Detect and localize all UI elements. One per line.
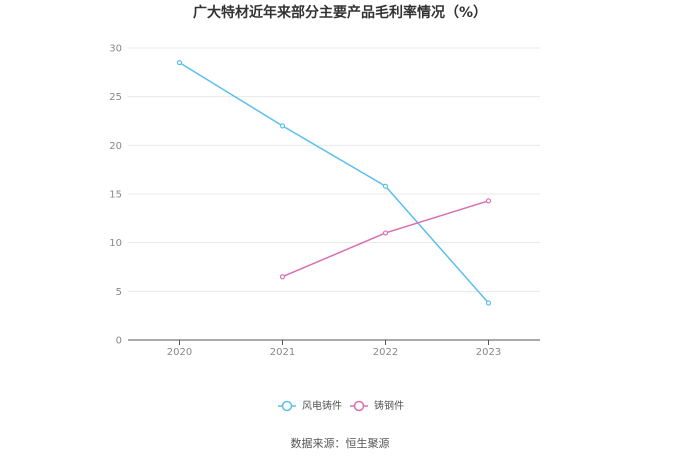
x-tick-label: 2023 — [476, 347, 501, 358]
y-tick-label: 5 — [116, 287, 122, 298]
legend-item-series-1[interactable]: 铸钢件 — [350, 399, 404, 412]
y-tick-label: 0 — [116, 336, 122, 347]
legend: 风电铸件 铸钢件 — [278, 399, 404, 412]
y-axis-tick-labels: 0 5 10 15 20 25 30 — [109, 44, 122, 347]
series-1 — [279, 198, 492, 280]
series-line-0 — [179, 61, 490, 304]
chart-title: 广大特材近年来部分主要产品毛利率情况（%） — [193, 4, 487, 21]
legend-label-series-1: 铸钢件 — [374, 399, 404, 412]
series-line-1 — [282, 200, 489, 278]
x-tick-label: 2020 — [167, 347, 192, 358]
data-point[interactable] — [279, 123, 286, 129]
data-source: 数据来源：恒生聚源 — [291, 436, 390, 450]
gridlines — [128, 47, 540, 292]
x-axis-tick-labels: 2020 2021 2022 2023 — [167, 340, 501, 358]
x-tick-label: 2022 — [373, 347, 398, 358]
legend-label-series-0: 风电铸件 — [302, 399, 342, 412]
series-0 — [176, 59, 492, 306]
legend-marker-series-1 — [353, 400, 365, 412]
data-point[interactable] — [485, 198, 492, 204]
y-tick-label: 10 — [109, 238, 122, 249]
data-point[interactable] — [382, 183, 389, 189]
data-point[interactable] — [279, 274, 286, 280]
y-tick-label: 15 — [109, 190, 122, 201]
series-layer — [176, 59, 492, 306]
x-tick-label: 2021 — [270, 347, 295, 358]
data-point[interactable] — [382, 230, 389, 236]
y-tick-label: 20 — [109, 141, 122, 152]
y-tick-label: 30 — [109, 44, 122, 55]
legend-marker-series-0 — [281, 400, 293, 412]
y-tick-label: 25 — [109, 92, 122, 103]
data-point[interactable] — [176, 59, 183, 66]
data-point[interactable] — [485, 300, 492, 306]
legend-item-series-0[interactable]: 风电铸件 — [278, 399, 342, 412]
